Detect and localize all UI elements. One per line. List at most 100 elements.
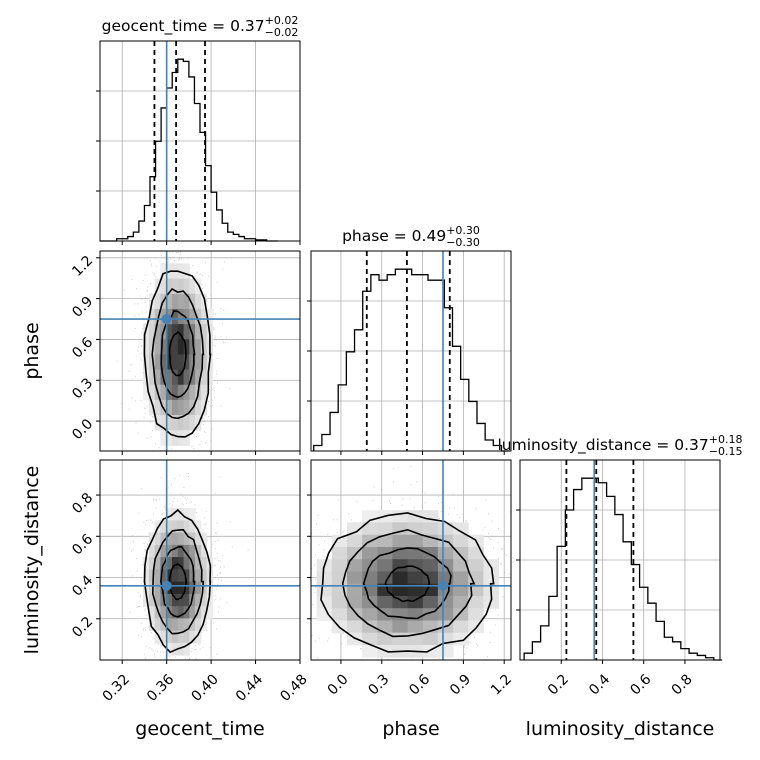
density-cell — [347, 522, 363, 536]
density-cell — [195, 618, 202, 632]
density-cell — [331, 534, 348, 548]
density-cell — [177, 369, 184, 386]
density-cell — [172, 532, 179, 546]
density-cell — [160, 606, 167, 619]
density-cell — [177, 430, 184, 446]
density-cell — [195, 593, 202, 607]
truth-marker — [437, 580, 448, 591]
x-tick-label: 0.2 — [545, 671, 572, 698]
density-cell — [166, 369, 173, 386]
x-tick-label: 0.32 — [100, 671, 133, 704]
density-cell — [189, 415, 196, 431]
density-cell — [316, 571, 333, 585]
density-cell — [377, 620, 393, 634]
density-cell — [407, 534, 424, 548]
x-tick-label: 0.0 — [325, 671, 352, 698]
density-cell — [172, 544, 179, 558]
density-cell — [347, 620, 363, 634]
density-cell — [148, 354, 156, 370]
density-cell — [200, 593, 208, 607]
density-cell — [143, 593, 150, 607]
density-cell — [177, 293, 184, 310]
density-cell — [172, 384, 179, 401]
density-cell — [143, 324, 150, 340]
density-cell — [392, 534, 408, 548]
density-cell — [160, 263, 167, 279]
density-cell — [483, 571, 499, 585]
density-cell — [177, 399, 184, 416]
density-cell — [183, 399, 190, 416]
density-cell — [316, 608, 333, 621]
density-cell — [154, 399, 161, 416]
density-cell — [183, 618, 190, 632]
contour-level-2 — [160, 545, 196, 618]
pair-panel-geocent_time-luminosity_distance — [96, 459, 301, 664]
y-tick-label: 0.4 — [69, 572, 96, 599]
x-tick-label: 0.40 — [189, 671, 222, 704]
density-cell — [189, 354, 196, 370]
density-cell — [200, 399, 208, 416]
density-cell — [453, 571, 469, 585]
density-cell — [143, 569, 150, 583]
density-cell — [392, 571, 408, 585]
density-cell — [166, 557, 173, 570]
density-cell — [200, 369, 208, 386]
density-cell — [347, 596, 363, 609]
density-cell — [177, 630, 184, 644]
density-cell — [331, 547, 348, 560]
density-cell — [453, 632, 469, 646]
density-cell — [362, 608, 378, 621]
density-cell — [200, 339, 208, 355]
density-cell — [177, 532, 184, 546]
density-cell — [166, 569, 173, 583]
density-cell — [172, 324, 179, 340]
y-tick-label: 0.0 — [69, 416, 96, 443]
y-tick-label: 0.9 — [69, 294, 96, 321]
density-cell — [160, 630, 167, 644]
density-cell — [148, 384, 156, 401]
density-cell — [166, 642, 173, 656]
density-cell — [160, 569, 167, 583]
density-cell — [172, 293, 179, 310]
density-cell — [148, 369, 156, 386]
x-tick-label: 0.8 — [669, 671, 696, 698]
density-cell — [154, 581, 161, 595]
density-cell — [166, 415, 173, 431]
density-cell — [422, 632, 439, 646]
x-axis-label-phase: phase — [382, 718, 439, 740]
density-cell — [392, 583, 408, 597]
density-cell — [195, 399, 202, 416]
density-cell — [189, 339, 196, 355]
density-cell — [195, 569, 202, 583]
x-axis-label-luminosity_distance: luminosity_distance — [526, 718, 715, 740]
density-cell — [172, 415, 179, 431]
density-cell — [407, 571, 424, 585]
contour-level-4 — [143, 508, 212, 654]
y-tick-label: 1.2 — [69, 253, 96, 280]
density-cell — [453, 522, 469, 536]
density-cell — [154, 293, 161, 310]
y-axis-label-luminosity_distance: luminosity_distance — [21, 466, 43, 655]
density-cell — [148, 324, 156, 340]
density-cell — [166, 630, 173, 644]
density-cell — [437, 559, 454, 572]
density-cell — [177, 581, 184, 595]
density-cell — [468, 571, 484, 585]
density-cell — [183, 569, 190, 583]
density-cell — [362, 632, 378, 646]
density-cell — [377, 632, 393, 646]
pair-content — [100, 251, 300, 451]
contour-level-4 — [143, 270, 212, 438]
contour-level-3 — [341, 528, 476, 638]
x-tick-label: 0.48 — [277, 671, 310, 704]
density-cell — [392, 608, 408, 621]
density-cell — [166, 618, 173, 632]
density-cell — [154, 354, 161, 370]
density-cell — [172, 593, 179, 607]
density-cell — [206, 593, 213, 607]
density-cell — [347, 559, 363, 572]
density-cell — [154, 618, 161, 632]
density-cell — [200, 544, 208, 558]
density-cell — [160, 544, 167, 558]
